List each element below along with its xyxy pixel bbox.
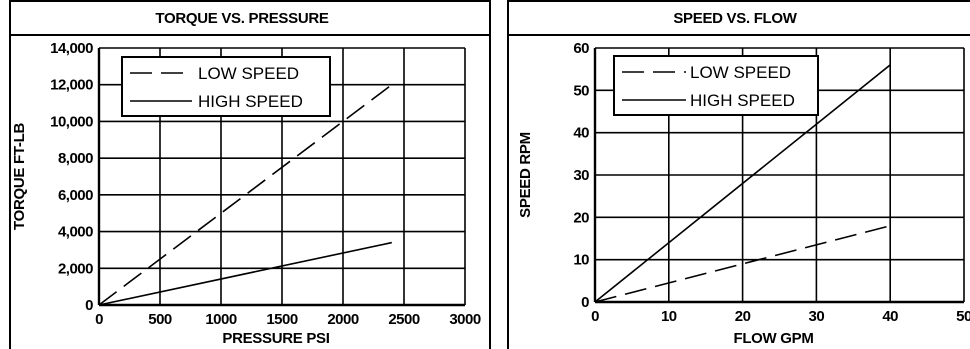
y-tick-label-12-000: 12,000 — [50, 77, 93, 94]
y-tick-label-14-000: 14,000 — [50, 40, 93, 57]
x-tick-label-30: 30 — [809, 308, 825, 325]
series-line-high-speed — [98, 241, 392, 306]
torque-vs-pressure-svg: TORQUE VS. PRESSURE 0 500 1000 1500 2000 2500 3… — [9, 0, 491, 349]
speed-vs-flow-svg: SPEED VS. FLOW 0 10 20 30 40 50 0 10 20 30 40 50 60 FL… — [507, 0, 970, 349]
legend-label-high-speed: HIGH SPEED — [198, 92, 303, 111]
x-tick-label-0: 0 — [95, 311, 103, 328]
x-tick-label-40: 40 — [882, 308, 898, 325]
y-tick-label-10-000: 10,000 — [50, 113, 93, 130]
y-tick-label-0: 0 — [85, 297, 93, 314]
y-tick-label-50: 50 — [573, 82, 589, 99]
x-tick-label-0: 0 — [591, 308, 599, 325]
x-tick-label-3000: 3000 — [449, 311, 481, 328]
chart-frame — [9, 0, 491, 349]
chart-frame — [507, 0, 970, 349]
y-tick-label-4-000: 4,000 — [58, 224, 93, 241]
x-axis-label: FLOW GPM — [733, 330, 813, 347]
y-tick-label-10: 10 — [573, 252, 589, 269]
legend-label-low-speed: LOW SPEED — [690, 63, 791, 82]
x-tick-label-2000: 2000 — [327, 311, 359, 328]
y-tick-label-30: 30 — [573, 167, 589, 184]
series-line-low-speed — [594, 225, 891, 303]
y-tick-label-2-000: 2,000 — [58, 260, 93, 277]
x-tick-label-1500: 1500 — [266, 311, 298, 328]
legend-box — [121, 56, 331, 117]
torque-vs-pressure-chart: TORQUE VS. PRESSURE 0 500 1000 1500 2000 2500 3… — [9, 0, 491, 349]
series-line-high-speed — [594, 64, 891, 303]
legend-label-low-speed: LOW SPEED — [198, 64, 299, 83]
legend-box — [613, 55, 819, 116]
x-tick-label-1000: 1000 — [205, 311, 237, 328]
y-tick-label-8-000: 8,000 — [58, 150, 93, 167]
chart-title: TORQUE VS. PRESSURE — [155, 10, 329, 27]
x-axis-label: PRESSURE PSI — [222, 330, 329, 347]
x-tick-label-2500: 2500 — [388, 311, 420, 328]
legend-label-high-speed: HIGH SPEED — [690, 91, 795, 110]
y-axis-label: TORQUE FT-LB — [11, 123, 28, 230]
y-tick-label-20: 20 — [573, 209, 589, 226]
y-axis-label: SPEED RPM — [517, 132, 534, 218]
x-tick-label-500: 500 — [148, 311, 172, 328]
x-tick-label-10: 10 — [661, 308, 677, 325]
x-tick-label-20: 20 — [735, 308, 751, 325]
y-tick-label-40: 40 — [573, 125, 589, 142]
speed-vs-flow-chart: SPEED VS. FLOW 0 10 20 30 40 50 0 10 20 30 40 50 60 FL… — [506, 0, 970, 349]
x-tick-label-50: 50 — [956, 308, 970, 325]
y-tick-label-0: 0 — [581, 294, 589, 311]
chart-title: SPEED VS. FLOW — [673, 10, 797, 27]
y-tick-label-6-000: 6,000 — [58, 187, 93, 204]
y-tick-label-60: 60 — [573, 40, 589, 57]
